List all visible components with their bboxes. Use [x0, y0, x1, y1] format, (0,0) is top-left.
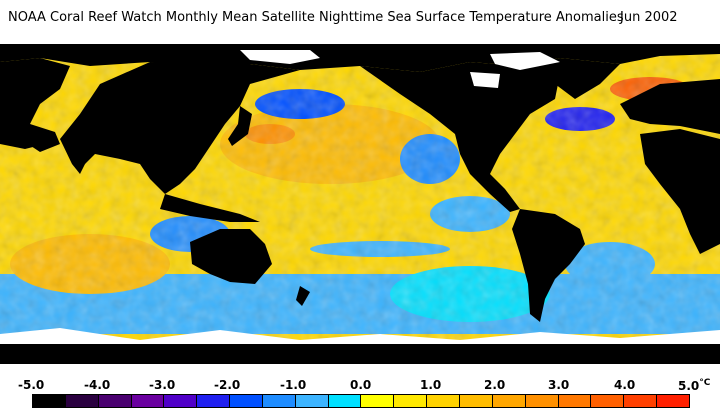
map-title: NOAA Coral Reef Watch Monthly Mean Satel… — [0, 10, 720, 32]
color-scale-cell — [394, 395, 428, 407]
legend-label: 2.0 — [484, 378, 506, 392]
legend-label: 1.0 — [420, 378, 442, 392]
sea-ice — [0, 50, 720, 344]
color-scale-cell — [65, 395, 99, 407]
color-scale-cell — [591, 395, 625, 407]
color-scale-cell — [328, 395, 362, 407]
north-america — [360, 62, 560, 212]
legend-unit: °C — [699, 378, 711, 388]
color-scale-cell — [197, 395, 231, 407]
legend-label: -1.0 — [280, 378, 307, 392]
color-scale-cell — [657, 395, 689, 407]
color-scale-cell — [459, 395, 493, 407]
arabia — [28, 124, 60, 152]
australia — [190, 229, 272, 284]
japan — [228, 106, 252, 146]
legend-label: -2.0 — [214, 378, 241, 392]
color-scale-cell — [164, 395, 198, 407]
color-scale-cell — [427, 395, 460, 407]
color-scale-cell — [558, 395, 592, 407]
color-scale-cell — [361, 395, 395, 407]
arctic-sea-ice-atlantic — [490, 52, 560, 70]
south-america — [512, 209, 585, 322]
antarctic-sea-ice — [0, 328, 720, 344]
color-scale-cell — [295, 395, 329, 407]
color-scale-cell — [131, 395, 165, 407]
africa — [640, 129, 720, 254]
land-masses — [0, 44, 720, 364]
asia — [60, 62, 300, 194]
color-scale-cell — [492, 395, 526, 407]
world-map — [0, 44, 720, 364]
title-date: Jun 2002 — [620, 10, 678, 25]
legend-label: 4.0 — [614, 378, 636, 392]
europe — [620, 79, 720, 134]
arctic-sea-ice-pacific — [240, 50, 320, 64]
color-scale-cell — [262, 395, 296, 407]
title-text: NOAA Coral Reef Watch Monthly Mean Satel… — [8, 10, 624, 25]
legend-label: 5.0°C — [678, 378, 711, 393]
legend-label: -3.0 — [149, 378, 176, 392]
color-scale-bar — [32, 394, 690, 408]
eurasia-west — [0, 58, 70, 149]
color-scale-cell — [624, 395, 658, 407]
antarctica-land — [0, 344, 720, 364]
legend-label: -5.0 — [18, 378, 45, 392]
legend-label: 0.0 — [350, 378, 372, 392]
hudson-bay-ice — [470, 72, 500, 88]
legend-labels: -5.0 -4.0 -3.0 -2.0 -1.0 0.0 1.0 2.0 3.0… — [0, 378, 720, 394]
legend-label: -4.0 — [84, 378, 111, 392]
legend-label: 3.0 — [548, 378, 570, 392]
color-scale-cell — [525, 395, 559, 407]
greenland — [520, 58, 620, 99]
color-scale-cell — [98, 395, 132, 407]
color-scale-cell — [230, 395, 263, 407]
india — [60, 139, 90, 174]
new-zealand — [296, 286, 310, 306]
color-scale-cell — [33, 395, 66, 407]
southeast-asia-islands — [160, 194, 260, 222]
